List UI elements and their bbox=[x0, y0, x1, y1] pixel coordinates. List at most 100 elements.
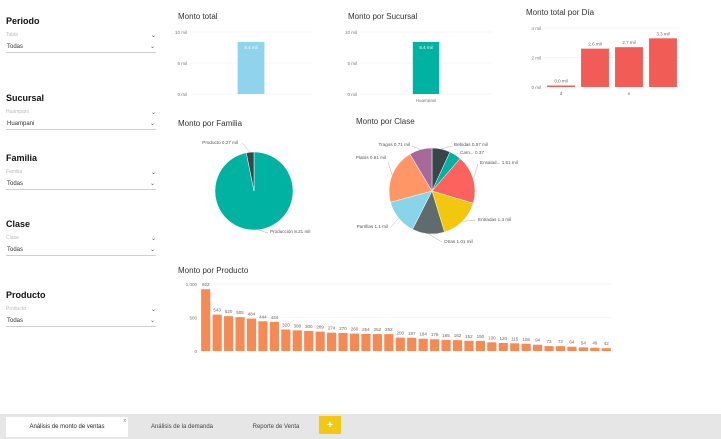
chart-monto-dia[interactable]: Monto total por Día 4 mil 2 mil 0 mil 0.0 m… bbox=[520, 6, 690, 102]
y-tick-label: 10 mil bbox=[345, 30, 357, 35]
bar bbox=[372, 334, 382, 351]
data-label: 505 bbox=[236, 310, 244, 315]
chevron-down-icon: ⌄ bbox=[150, 110, 156, 116]
bar bbox=[201, 289, 211, 351]
bar bbox=[235, 317, 245, 351]
chevron-down-icon: ⌄ bbox=[149, 247, 155, 253]
tab-reporte-venta[interactable]: Reporte de Venta bbox=[236, 417, 316, 437]
pie-label: Producción 8.21 mil bbox=[270, 229, 310, 234]
chevron-down-icon: ⌄ bbox=[150, 307, 156, 313]
tab-label: Análisis de la demanda bbox=[150, 424, 214, 430]
chart-title: Monto por Sucursal bbox=[348, 12, 418, 21]
bar bbox=[475, 340, 485, 351]
bar bbox=[510, 343, 520, 351]
add-page-button[interactable]: + bbox=[319, 416, 341, 434]
slicer-title: Producto bbox=[6, 290, 46, 300]
slicer-dropdown[interactable]: Huampani ⌄ bbox=[6, 118, 156, 130]
bar bbox=[304, 330, 314, 351]
data-label: 152 bbox=[465, 334, 473, 339]
slicer-hint: Tabla bbox=[6, 32, 18, 38]
data-label: 108 bbox=[522, 337, 530, 342]
tab-analisis-monto[interactable]: Análisis de monto de ventas x bbox=[6, 417, 128, 437]
bar bbox=[649, 38, 677, 87]
chart-monto-familia[interactable]: Monto por Familia Producción 8.21 mil Pro… bbox=[172, 116, 342, 256]
slicer-dropdown[interactable]: Todas ⌄ bbox=[6, 244, 156, 256]
slicer-dropdown[interactable]: Todas ⌄ bbox=[6, 41, 156, 53]
leader-line bbox=[462, 219, 477, 222]
chart-monto-clase[interactable]: Monto por Clase Bebidas 0.57 mil Carn... … bbox=[350, 116, 520, 256]
bar bbox=[498, 342, 508, 351]
data-label: 289 bbox=[316, 325, 324, 330]
data-label: 54 bbox=[581, 340, 587, 345]
data-label: 150 bbox=[477, 334, 485, 339]
tab-label: Reporte de Venta bbox=[252, 424, 300, 430]
slicer-dropdown[interactable]: Todas ⌄ bbox=[6, 315, 156, 327]
data-label: 254 bbox=[362, 327, 370, 332]
bar bbox=[224, 316, 234, 351]
data-label: 252 bbox=[374, 327, 382, 332]
y-tick-label: 0 mil bbox=[531, 85, 541, 90]
data-label: 94 bbox=[535, 338, 541, 343]
close-icon[interactable]: x bbox=[123, 418, 127, 424]
filter-panel: Periodo Tabla ⌄ Todas ⌄ Sucursal Huampani ⌄… bbox=[0, 0, 160, 414]
slicer-title: Sucursal bbox=[6, 93, 45, 103]
slicer-dropdown[interactable]: Todas ⌄ bbox=[6, 178, 156, 190]
y-tick-label: 5 mil bbox=[177, 61, 187, 66]
slicer-value: Todas bbox=[7, 246, 24, 253]
chart-svg: Producción 8.21 mil Producto 0.27 mil bbox=[202, 140, 310, 234]
bar bbox=[615, 47, 643, 87]
slicer-hint: Clase bbox=[6, 235, 19, 241]
data-label: 274 bbox=[328, 326, 336, 331]
chart-svg: 10 mil 5 mil 0 mil 8.4 mil bbox=[175, 30, 312, 97]
leader-line bbox=[473, 163, 479, 179]
pie-label: Entradas 1.3 mil bbox=[478, 217, 511, 222]
data-label: 162 bbox=[454, 333, 462, 338]
bar bbox=[452, 340, 463, 351]
data-label: 8.4 mil bbox=[419, 45, 432, 50]
data-label: 42 bbox=[604, 341, 610, 346]
chart-title: Monto por Clase bbox=[356, 117, 415, 126]
data-label: 0.0 mil bbox=[554, 79, 567, 84]
bar bbox=[361, 333, 371, 351]
y-tick-label: 4 mil bbox=[531, 26, 541, 31]
chevron-down-icon: ⌄ bbox=[150, 170, 156, 176]
data-label: 320 bbox=[282, 323, 290, 328]
data-label: 300 bbox=[305, 324, 313, 329]
bar bbox=[269, 321, 279, 351]
y-tick-label: 0 bbox=[194, 349, 197, 354]
data-label: 165 bbox=[442, 333, 450, 338]
data-label: 176 bbox=[431, 332, 439, 337]
slicer-hint: Familia bbox=[6, 169, 23, 175]
bar bbox=[578, 347, 588, 351]
data-label: 434 bbox=[271, 315, 279, 320]
leader-line bbox=[241, 142, 251, 153]
slicer-familia: Familia Familia ⌄ Todas ⌄ bbox=[6, 153, 156, 190]
chart-monto-producto[interactable]: Monto por Producto 1,000 500 0 922 543 520 505… bbox=[172, 264, 622, 410]
page-tab-bar: Análisis de monto de ventas x Análisis d… bbox=[0, 414, 721, 439]
data-label: 72 bbox=[558, 339, 564, 344]
pie-label: Producto 0.27 mil bbox=[202, 140, 238, 145]
bar bbox=[212, 314, 222, 351]
data-label: 260 bbox=[351, 327, 359, 332]
slicer-producto: Producto Producto ⌄ Todas ⌄ bbox=[6, 290, 156, 327]
bar bbox=[601, 348, 611, 351]
data-label: 2.6 mil bbox=[588, 42, 601, 47]
chevron-down-icon: ⌄ bbox=[150, 33, 156, 39]
data-label: 197 bbox=[408, 331, 416, 336]
data-label: 444 bbox=[259, 314, 267, 319]
chart-monto-total[interactable]: Monto total 10 mil 5 mil 0 mil 8.4 mil bbox=[172, 10, 322, 102]
data-label: 308 bbox=[294, 323, 302, 328]
bar bbox=[349, 333, 360, 351]
y-tick-label: 0 mil bbox=[177, 92, 187, 97]
bar bbox=[418, 338, 428, 351]
chart-monto-sucursal[interactable]: Monto por Sucursal 10 mil 5 mil 0 mil 8.4 m… bbox=[342, 10, 502, 102]
tab-analisis-demanda[interactable]: Análisis de la demanda bbox=[132, 417, 232, 437]
pie-label: Otras 1.01 mil bbox=[444, 239, 473, 244]
bar bbox=[547, 85, 575, 87]
slicer-sucursal: Sucursal Huampani ⌄ Huampani ⌄ bbox=[6, 93, 156, 130]
data-label: 543 bbox=[213, 308, 221, 313]
bar bbox=[521, 343, 531, 351]
x-tick-label: d bbox=[560, 91, 563, 96]
chart-svg: 10 mil 5 mil 0 mil 8.4 mil Huampani bbox=[345, 30, 492, 102]
